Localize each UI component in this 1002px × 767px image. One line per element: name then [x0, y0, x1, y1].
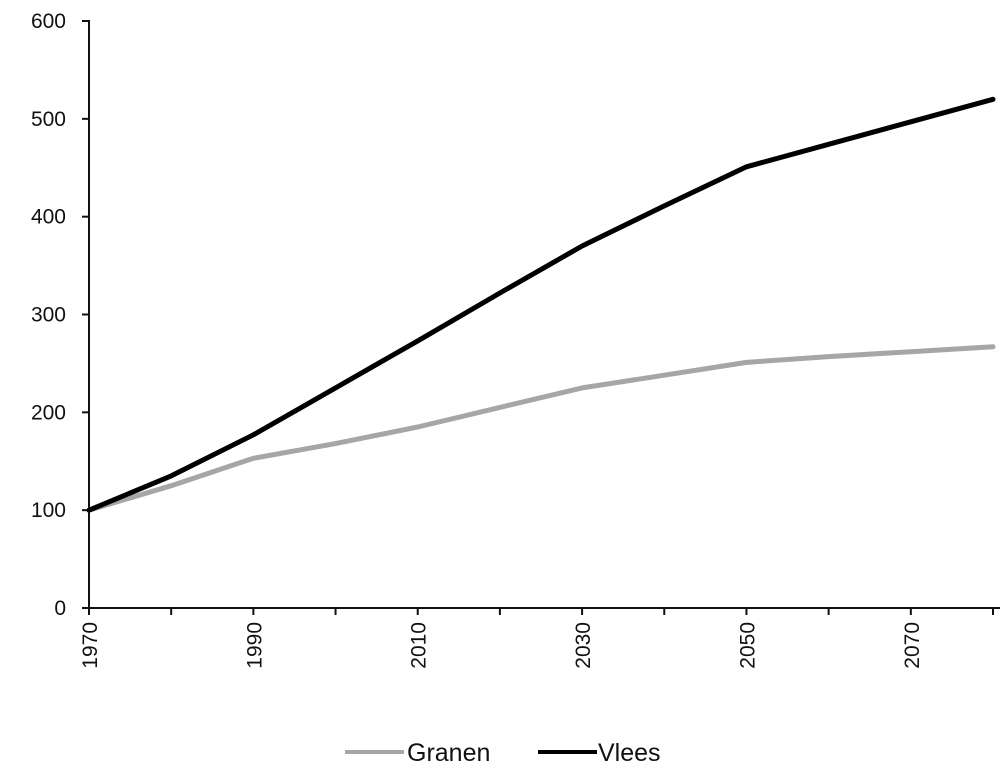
x-axis: 1970 1990 2010 2030 2050 2070: [79, 607, 1000, 669]
y-tick-label: 100: [31, 499, 66, 522]
series-line-granen: [86, 344, 996, 513]
y-axis: 0 100 200 300 400 500 600: [31, 10, 90, 620]
x-axis-ticks: 1970 1990 2010 2030 2050 2070: [79, 608, 994, 669]
legend: Granen Vlees: [345, 739, 661, 767]
y-axis-ticks: 0 100 200 300 400 500 600: [31, 10, 89, 620]
x-tick-label: 2030: [572, 622, 595, 669]
y-tick-label: 200: [31, 401, 66, 424]
y-tick-label: 600: [31, 10, 66, 33]
x-tick-label: 1970: [79, 622, 102, 669]
legend-label-vlees: Vlees: [598, 739, 661, 767]
x-tick-label: 1990: [243, 622, 266, 669]
y-tick-label: 400: [31, 206, 66, 229]
x-tick-label: 2050: [736, 622, 759, 669]
y-tick-label: 0: [54, 597, 66, 620]
legend-label-granen: Granen: [407, 739, 490, 767]
series-line-vlees: [86, 96, 996, 513]
series-layer: [86, 96, 996, 513]
x-tick-label: 2070: [901, 622, 924, 669]
y-tick-label: 300: [31, 304, 66, 327]
y-tick-label: 500: [31, 108, 66, 131]
x-tick-label: 2010: [408, 622, 431, 669]
